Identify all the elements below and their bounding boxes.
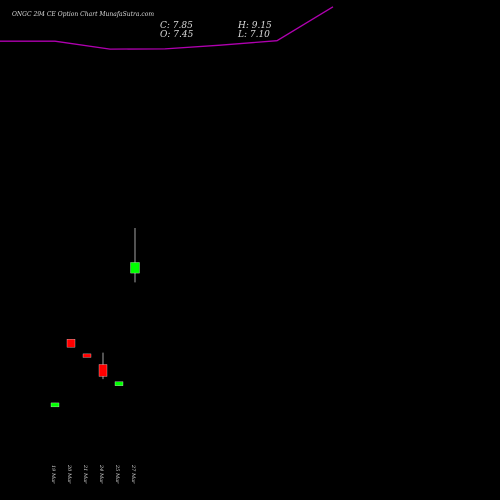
candle bbox=[130, 228, 140, 283]
candle bbox=[50, 402, 60, 408]
lower-band-line bbox=[0, 6, 334, 50]
x-tick-label: 27 Mar bbox=[130, 464, 136, 484]
x-tick-label: 25 Mar bbox=[114, 464, 120, 484]
candle-body bbox=[130, 262, 140, 274]
candle bbox=[98, 352, 108, 380]
candle bbox=[114, 381, 124, 386]
candle bbox=[66, 339, 76, 348]
x-axis-labels: 19 Mar 20 Mar 21 Mar 24 Mar 25 Mar 27 Mar bbox=[50, 464, 136, 484]
candles bbox=[50, 228, 140, 408]
candle-body bbox=[98, 364, 108, 377]
candle-body bbox=[66, 339, 76, 348]
candle-body bbox=[50, 402, 60, 408]
close-readout: C: 7.85 bbox=[160, 21, 193, 31]
high-readout: H: 9.15 bbox=[237, 21, 272, 31]
candle-body bbox=[114, 381, 124, 386]
x-tick-label: 21 Mar bbox=[82, 464, 88, 484]
x-tick-label: 20 Mar bbox=[66, 464, 72, 484]
band-lines bbox=[0, 6, 334, 50]
candle bbox=[82, 353, 92, 358]
open-readout: O: 7.45 bbox=[160, 30, 194, 40]
x-tick-label: 19 Mar bbox=[50, 465, 56, 484]
chart-title: ONGC 294 CE Option Chart MunafaSutra.com bbox=[12, 11, 154, 18]
low-readout: L: 7.10 bbox=[237, 30, 270, 40]
x-tick-label: 24 Mar bbox=[98, 464, 104, 484]
candle-body bbox=[82, 353, 92, 358]
